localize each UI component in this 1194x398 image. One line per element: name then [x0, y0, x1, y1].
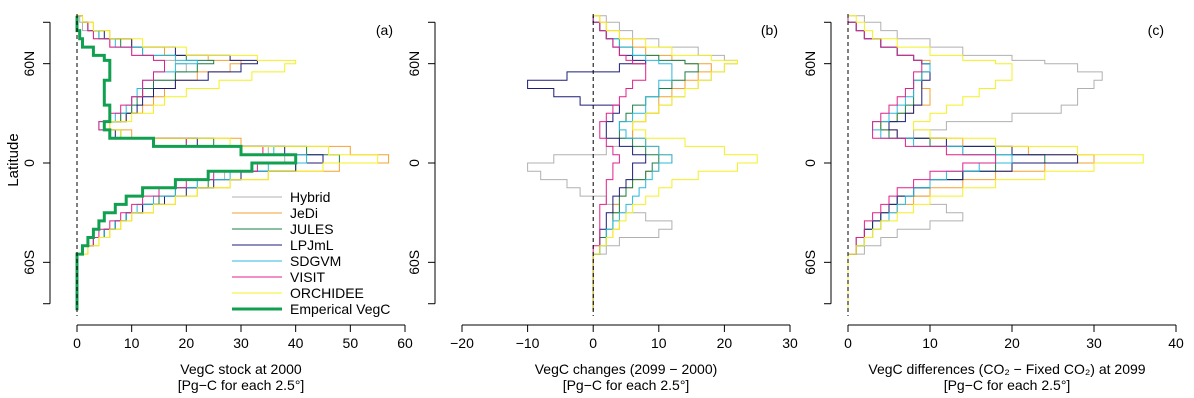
panel-c-label: (c) — [1148, 22, 1164, 38]
y-tick-label: 0 — [802, 159, 818, 167]
x-tick-label: 20 — [1004, 335, 1020, 351]
y-tick-label: 60N — [21, 51, 37, 77]
series-line-lpjml — [527, 15, 647, 311]
series-line-orchidee — [847, 15, 1144, 311]
series-line-visit — [847, 15, 997, 311]
series-line-visit — [592, 15, 647, 311]
x-tick-label: 20 — [179, 335, 195, 351]
x-tick-label: 20 — [717, 335, 733, 351]
x-tick-label: −10 — [516, 335, 540, 351]
x-tick-label: 40 — [1168, 335, 1184, 351]
y-tick-label: 60N — [406, 51, 422, 77]
panel-a-xlabel: VegC stock at 2000 — [180, 361, 302, 377]
x-tick-label: 30 — [782, 335, 798, 351]
panel-a: 60N 0 60S 0 10 20 30 40 50 60 (a) VegC stock at 2… — [21, 14, 413, 393]
legend-label: Emperical VegC — [290, 301, 390, 317]
y-tick-label: 60S — [406, 250, 422, 275]
legend-label: JeDi — [290, 205, 318, 221]
panel-c-xunits: [Pg−C for each 2.5°] — [944, 377, 1071, 393]
y-tick-label: 60N — [802, 51, 818, 77]
x-tick-label: 30 — [233, 335, 249, 351]
x-tick-label: 0 — [73, 335, 81, 351]
series-line-emperical-vegc — [75, 15, 298, 311]
legend-label: ORCHIDEE — [290, 285, 364, 301]
legend: Hybrid JeDi JULES LPJmL SDGVM VISIT ORCH… — [232, 189, 390, 317]
panel-a-label: (a) — [376, 22, 393, 38]
x-tick-label: 10 — [651, 335, 667, 351]
legend-label: SDGVM — [290, 253, 341, 269]
y-tick-label: 60S — [802, 250, 818, 275]
x-tick-label: 10 — [124, 335, 140, 351]
x-tick-label: 40 — [288, 335, 304, 351]
panel-a-xunits: [Pg−C for each 2.5°] — [178, 377, 305, 393]
panel-b-label: (b) — [761, 22, 778, 38]
panel-c: 60N 0 60S 0 10 20 30 40 (c) VegC differences (C… — [802, 14, 1184, 393]
y-axis-title: Latitude — [5, 133, 22, 186]
x-tick-label: −20 — [450, 335, 474, 351]
x-tick-label: 0 — [844, 335, 852, 351]
x-tick-label: 0 — [589, 335, 597, 351]
y-tick-label: 0 — [21, 159, 37, 167]
legend-label: Hybrid — [290, 189, 330, 205]
panel-b-xunits: [Pg−C for each 2.5°] — [563, 377, 690, 393]
panel-b-xlabel: VegC changes (2099 − 2000) — [535, 361, 718, 377]
series-line-orchidee — [592, 15, 758, 311]
series-line-visit — [76, 15, 297, 311]
panel-b: 60N 0 60S −20 −10 0 10 20 30 (b) VegC changes (2… — [406, 14, 798, 393]
y-tick-label: 60S — [21, 250, 37, 275]
series-line-orchidee — [76, 15, 379, 311]
legend-label: LPJmL — [290, 237, 334, 253]
x-tick-label: 10 — [922, 335, 938, 351]
panel-c-xlabel: VegC differences (CO₂ − Fixed CO₂) at 20… — [868, 361, 1145, 377]
x-tick-label: 30 — [1086, 335, 1102, 351]
legend-label: JULES — [290, 221, 334, 237]
legend-label: VISIT — [290, 269, 325, 285]
y-tick-label: 0 — [406, 159, 422, 167]
x-tick-label: 50 — [343, 335, 359, 351]
x-tick-label: 60 — [397, 335, 413, 351]
